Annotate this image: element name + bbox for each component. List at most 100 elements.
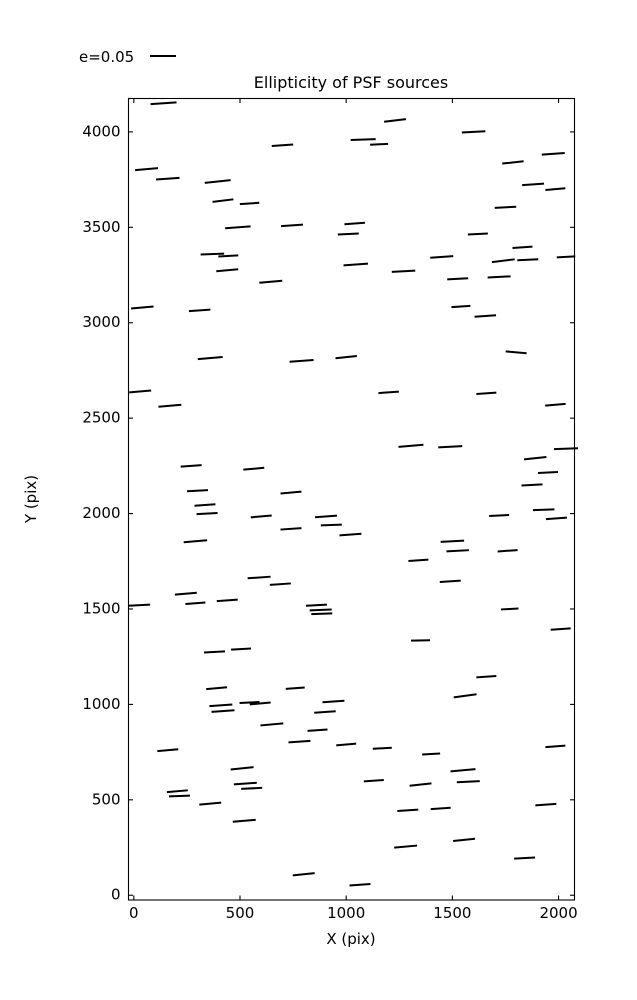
- x-tick-label: 1500: [433, 904, 471, 922]
- whisker-marker: [422, 752, 441, 756]
- x-axis-ticks: 0 500 1000 1500 2000: [129, 98, 578, 922]
- whisker-marker: [280, 223, 304, 228]
- whisker-marker: [450, 768, 476, 773]
- whisker-marker: [309, 608, 332, 612]
- legend-label: e=0.05: [79, 48, 134, 66]
- whisker-marker: [260, 722, 284, 727]
- whisker-marker: [216, 598, 238, 603]
- whisker-marker: [489, 513, 510, 517]
- whisker-marker: [372, 746, 392, 750]
- whisker-marker: [553, 447, 579, 451]
- whisker-marker: [247, 575, 271, 580]
- whisker-marker: [370, 142, 389, 146]
- whisker-marker: [394, 844, 418, 849]
- whisker-marker: [168, 794, 190, 798]
- whisker-marker: [343, 262, 369, 267]
- whisker-marker: [206, 686, 228, 691]
- whisker-marker: [344, 221, 365, 226]
- whisker-marker: [535, 802, 557, 807]
- whisker-marker: [131, 305, 154, 310]
- whisker-marker: [532, 508, 555, 512]
- y-tick-label: 1500: [82, 599, 120, 617]
- x-tick-label: 0: [129, 904, 139, 922]
- whisker-marker: [491, 258, 515, 264]
- whisker-marker: [363, 779, 384, 783]
- whisker-marker: [155, 176, 180, 181]
- y-tick-label: 4000: [82, 122, 120, 140]
- whisker-marker: [397, 808, 419, 813]
- whisker-marker: [212, 198, 234, 203]
- whisker-marker: [249, 701, 271, 706]
- whisker-marker: [349, 883, 371, 887]
- whisker-marker: [391, 269, 416, 273]
- whisker-marker: [350, 138, 376, 141]
- whisker-marker: [438, 445, 463, 449]
- whisker-marker: [541, 152, 565, 156]
- whisker-marker: [476, 391, 497, 396]
- whisker-marker: [456, 780, 480, 784]
- x-tick-label: 500: [226, 904, 255, 922]
- whisker-marker: [512, 245, 533, 250]
- whisker-marker: [239, 700, 260, 705]
- whisker-marker: [446, 549, 469, 553]
- whisker-marker: [467, 232, 488, 236]
- whisker-marker: [204, 179, 231, 184]
- whisker-marker: [166, 789, 188, 794]
- whisker-marker: [537, 471, 558, 475]
- whisker-marker: [180, 464, 202, 468]
- whisker-marker: [474, 314, 497, 318]
- whisker-marker: [241, 786, 263, 790]
- whisker-marker: [311, 612, 333, 616]
- whisker-marker: [185, 601, 206, 605]
- whisker-marker: [199, 801, 222, 806]
- whisker-marker: [289, 359, 314, 363]
- whisker-marker: [307, 728, 328, 732]
- whisker-marker: [250, 514, 272, 519]
- whisker-marker: [453, 693, 477, 699]
- y-axis-ticks: 0 500 1000 1500 2000 2500 3000 3500 4000: [82, 122, 575, 904]
- whisker-marker: [556, 255, 576, 259]
- whisker-marker: [280, 527, 302, 531]
- whisker-marker: [231, 647, 252, 651]
- whisker-marker: [200, 252, 225, 256]
- y-tick-label: 0: [111, 886, 121, 904]
- whisker-marker: [517, 258, 539, 262]
- whisker-marker: [514, 856, 536, 860]
- y-tick-label: 2500: [82, 409, 120, 427]
- whisker-marker: [447, 277, 469, 281]
- whisker-marker: [545, 402, 566, 407]
- whisker-marker: [383, 118, 407, 123]
- y-tick-label: 3000: [82, 313, 120, 331]
- whisker-marker: [523, 456, 547, 461]
- whisker-marker: [339, 532, 362, 537]
- whisker-marker: [292, 872, 315, 877]
- whisker-marker: [288, 739, 311, 744]
- whisker-marker: [269, 582, 291, 586]
- whisker-marker: [335, 354, 357, 360]
- whisker-marker: [545, 187, 566, 192]
- whisker-marker: [128, 603, 151, 607]
- x-tick-label: 1000: [327, 904, 365, 922]
- whisker-marker: [409, 782, 432, 787]
- whisker-marker: [216, 268, 239, 273]
- whisker-marker: [243, 466, 265, 471]
- whisker-marker: [521, 483, 543, 487]
- whisker-marker: [502, 160, 524, 165]
- whisker-marker: [225, 225, 251, 230]
- whisker-marker: [150, 101, 177, 106]
- whisker-marker: [135, 167, 159, 172]
- whisker-marker: [259, 279, 283, 284]
- whisker-marker: [129, 389, 152, 394]
- x-tick-label: 2000: [539, 904, 577, 922]
- whisker-marker: [439, 579, 461, 584]
- whisker-marker: [430, 255, 454, 259]
- whisker-marker: [188, 308, 211, 313]
- whisker-marker: [233, 781, 257, 786]
- whisker-marker: [408, 558, 429, 563]
- y-tick-label: 2000: [82, 504, 120, 522]
- whisker-marker: [337, 232, 359, 236]
- whisker-marker: [271, 143, 294, 148]
- whisker-marker: [197, 355, 223, 361]
